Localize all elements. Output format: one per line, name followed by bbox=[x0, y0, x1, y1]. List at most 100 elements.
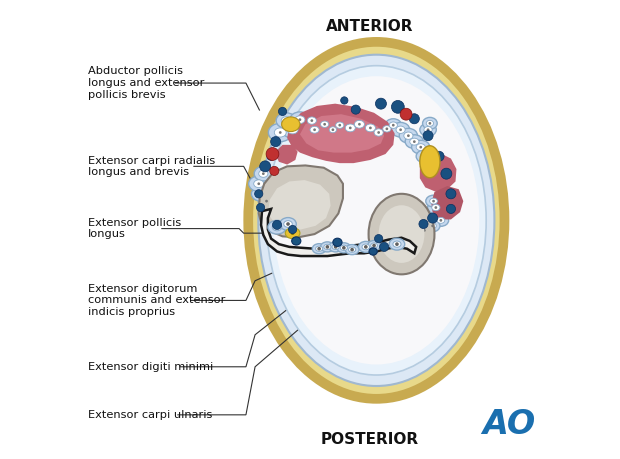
Ellipse shape bbox=[279, 131, 281, 134]
Ellipse shape bbox=[371, 243, 378, 248]
Ellipse shape bbox=[416, 150, 433, 162]
Ellipse shape bbox=[340, 245, 347, 251]
Ellipse shape bbox=[432, 200, 435, 202]
Ellipse shape bbox=[368, 194, 435, 274]
Ellipse shape bbox=[284, 221, 292, 227]
Ellipse shape bbox=[400, 108, 412, 120]
Ellipse shape bbox=[257, 203, 265, 212]
Ellipse shape bbox=[423, 229, 426, 232]
Ellipse shape bbox=[324, 244, 331, 250]
Ellipse shape bbox=[254, 166, 272, 181]
Ellipse shape bbox=[399, 129, 402, 131]
Ellipse shape bbox=[299, 118, 301, 121]
Ellipse shape bbox=[410, 138, 419, 145]
Ellipse shape bbox=[326, 124, 340, 136]
Ellipse shape bbox=[392, 124, 395, 127]
Ellipse shape bbox=[372, 244, 376, 247]
Ellipse shape bbox=[313, 129, 316, 131]
Ellipse shape bbox=[364, 245, 368, 249]
Ellipse shape bbox=[329, 242, 342, 252]
Ellipse shape bbox=[259, 195, 275, 207]
Ellipse shape bbox=[255, 190, 263, 198]
Ellipse shape bbox=[425, 220, 440, 232]
Ellipse shape bbox=[358, 241, 373, 252]
Ellipse shape bbox=[321, 121, 329, 128]
Ellipse shape bbox=[391, 101, 404, 113]
Ellipse shape bbox=[432, 224, 434, 227]
Text: Extensor carpi ulnaris: Extensor carpi ulnaris bbox=[88, 410, 213, 420]
Ellipse shape bbox=[270, 166, 279, 175]
Ellipse shape bbox=[428, 122, 432, 125]
Ellipse shape bbox=[386, 128, 388, 130]
Ellipse shape bbox=[323, 123, 326, 126]
Ellipse shape bbox=[426, 120, 433, 126]
Ellipse shape bbox=[272, 224, 282, 231]
Ellipse shape bbox=[345, 245, 359, 255]
Ellipse shape bbox=[340, 97, 348, 104]
Ellipse shape bbox=[419, 146, 422, 149]
Ellipse shape bbox=[391, 123, 410, 137]
Ellipse shape bbox=[370, 125, 388, 140]
Ellipse shape bbox=[286, 222, 290, 226]
Ellipse shape bbox=[345, 124, 355, 132]
Text: Extensor pollicis
longus: Extensor pollicis longus bbox=[88, 218, 181, 240]
Ellipse shape bbox=[262, 198, 271, 204]
Ellipse shape bbox=[349, 117, 370, 132]
Ellipse shape bbox=[259, 55, 494, 386]
Ellipse shape bbox=[295, 116, 305, 123]
Ellipse shape bbox=[393, 241, 401, 247]
Ellipse shape bbox=[423, 155, 426, 157]
Ellipse shape bbox=[395, 242, 399, 246]
Ellipse shape bbox=[419, 219, 428, 229]
Ellipse shape bbox=[413, 140, 415, 143]
Ellipse shape bbox=[374, 235, 383, 243]
Ellipse shape bbox=[316, 246, 323, 252]
Ellipse shape bbox=[273, 76, 479, 364]
Ellipse shape bbox=[268, 123, 292, 142]
Text: Abductor pollicis
longus and extensor
pollicis brevis: Abductor pollicis longus and extensor po… bbox=[88, 67, 205, 100]
Ellipse shape bbox=[262, 172, 265, 175]
Ellipse shape bbox=[268, 220, 286, 234]
Ellipse shape bbox=[339, 124, 341, 127]
Ellipse shape bbox=[256, 190, 265, 197]
Text: ANTERIOR: ANTERIOR bbox=[326, 19, 414, 34]
Ellipse shape bbox=[266, 148, 279, 160]
Ellipse shape bbox=[377, 131, 380, 134]
Ellipse shape bbox=[310, 126, 319, 133]
Ellipse shape bbox=[389, 122, 397, 129]
Ellipse shape bbox=[379, 242, 389, 252]
Ellipse shape bbox=[405, 135, 423, 149]
Ellipse shape bbox=[415, 232, 418, 235]
Ellipse shape bbox=[379, 123, 395, 135]
Ellipse shape bbox=[271, 137, 281, 147]
Ellipse shape bbox=[329, 127, 337, 133]
Ellipse shape bbox=[259, 170, 268, 177]
Ellipse shape bbox=[332, 129, 334, 131]
Ellipse shape bbox=[369, 127, 372, 129]
Ellipse shape bbox=[362, 244, 370, 250]
Ellipse shape bbox=[290, 112, 310, 128]
Ellipse shape bbox=[316, 118, 333, 131]
Ellipse shape bbox=[379, 205, 425, 263]
Polygon shape bbox=[432, 186, 463, 219]
Ellipse shape bbox=[291, 237, 301, 245]
Ellipse shape bbox=[257, 182, 260, 185]
Ellipse shape bbox=[426, 195, 441, 207]
Ellipse shape bbox=[355, 120, 365, 128]
Ellipse shape bbox=[446, 204, 456, 213]
Ellipse shape bbox=[430, 198, 438, 204]
Ellipse shape bbox=[348, 247, 356, 252]
Ellipse shape bbox=[421, 228, 428, 233]
Ellipse shape bbox=[278, 107, 286, 116]
Polygon shape bbox=[287, 104, 395, 163]
Ellipse shape bbox=[287, 126, 298, 134]
Ellipse shape bbox=[276, 113, 296, 129]
Ellipse shape bbox=[321, 242, 334, 252]
Ellipse shape bbox=[433, 214, 449, 226]
Polygon shape bbox=[261, 209, 416, 256]
Ellipse shape bbox=[260, 161, 271, 172]
Ellipse shape bbox=[254, 180, 264, 188]
Ellipse shape bbox=[368, 241, 381, 251]
Ellipse shape bbox=[427, 129, 430, 131]
Ellipse shape bbox=[249, 176, 269, 191]
